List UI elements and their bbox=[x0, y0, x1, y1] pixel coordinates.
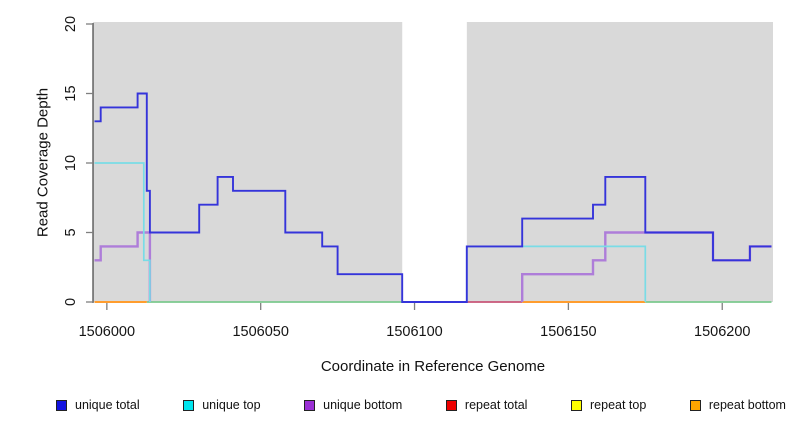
masked-region bbox=[402, 22, 467, 302]
y-axis-label: Read Coverage Depth bbox=[34, 87, 52, 238]
legend-label-repeat-top: repeat top bbox=[590, 398, 647, 412]
legend-swatch-unique-total bbox=[56, 399, 67, 411]
legend-label-unique-top: unique top bbox=[202, 398, 261, 412]
x-tick-label: 1506000 bbox=[79, 324, 135, 340]
legend-item-repeat-bottom: repeat bottom bbox=[689, 398, 786, 412]
legend-swatch-unique-bottom bbox=[304, 399, 316, 411]
legend: unique total unique top unique bottom repea… bbox=[56, 398, 786, 412]
legend-item-unique-bottom: unique bottom bbox=[304, 398, 402, 412]
x-tick-label: 1506150 bbox=[540, 324, 596, 340]
legend-item-unique-top: unique top bbox=[183, 398, 261, 412]
y-tick-label: 20 bbox=[63, 16, 79, 32]
legend-swatch-repeat-top bbox=[571, 399, 582, 411]
x-tick-label: 1506100 bbox=[386, 324, 442, 340]
legend-label-unique-total: unique total bbox=[75, 398, 140, 412]
y-tick-label: 0 bbox=[63, 298, 79, 306]
x-axis-label: Coordinate in Reference Genome bbox=[320, 358, 546, 375]
legend-swatch-unique-top bbox=[183, 399, 195, 411]
legend-item-unique-total: unique total bbox=[56, 398, 140, 412]
series-line-unique-top bbox=[94, 162, 151, 302]
x-tick-label: 1506050 bbox=[232, 324, 288, 340]
legend-swatch-repeat-total bbox=[445, 399, 457, 411]
legend-label-repeat-bottom: repeat bottom bbox=[708, 398, 786, 412]
y-tick-label: 5 bbox=[63, 228, 79, 236]
y-tick-label: 15 bbox=[63, 85, 79, 101]
legend-swatch-repeat-bottom bbox=[689, 399, 701, 411]
x-tick-label: 1506200 bbox=[694, 324, 750, 340]
legend-label-unique-bottom: unique bottom bbox=[323, 398, 403, 412]
legend-item-repeat-top: repeat top bbox=[571, 398, 646, 412]
legend-item-repeat-total: repeat total bbox=[445, 398, 528, 412]
y-tick-label: 10 bbox=[63, 155, 79, 171]
legend-label-repeat-total: repeat total bbox=[464, 398, 528, 412]
series-line-unique-total bbox=[94, 92, 772, 303]
